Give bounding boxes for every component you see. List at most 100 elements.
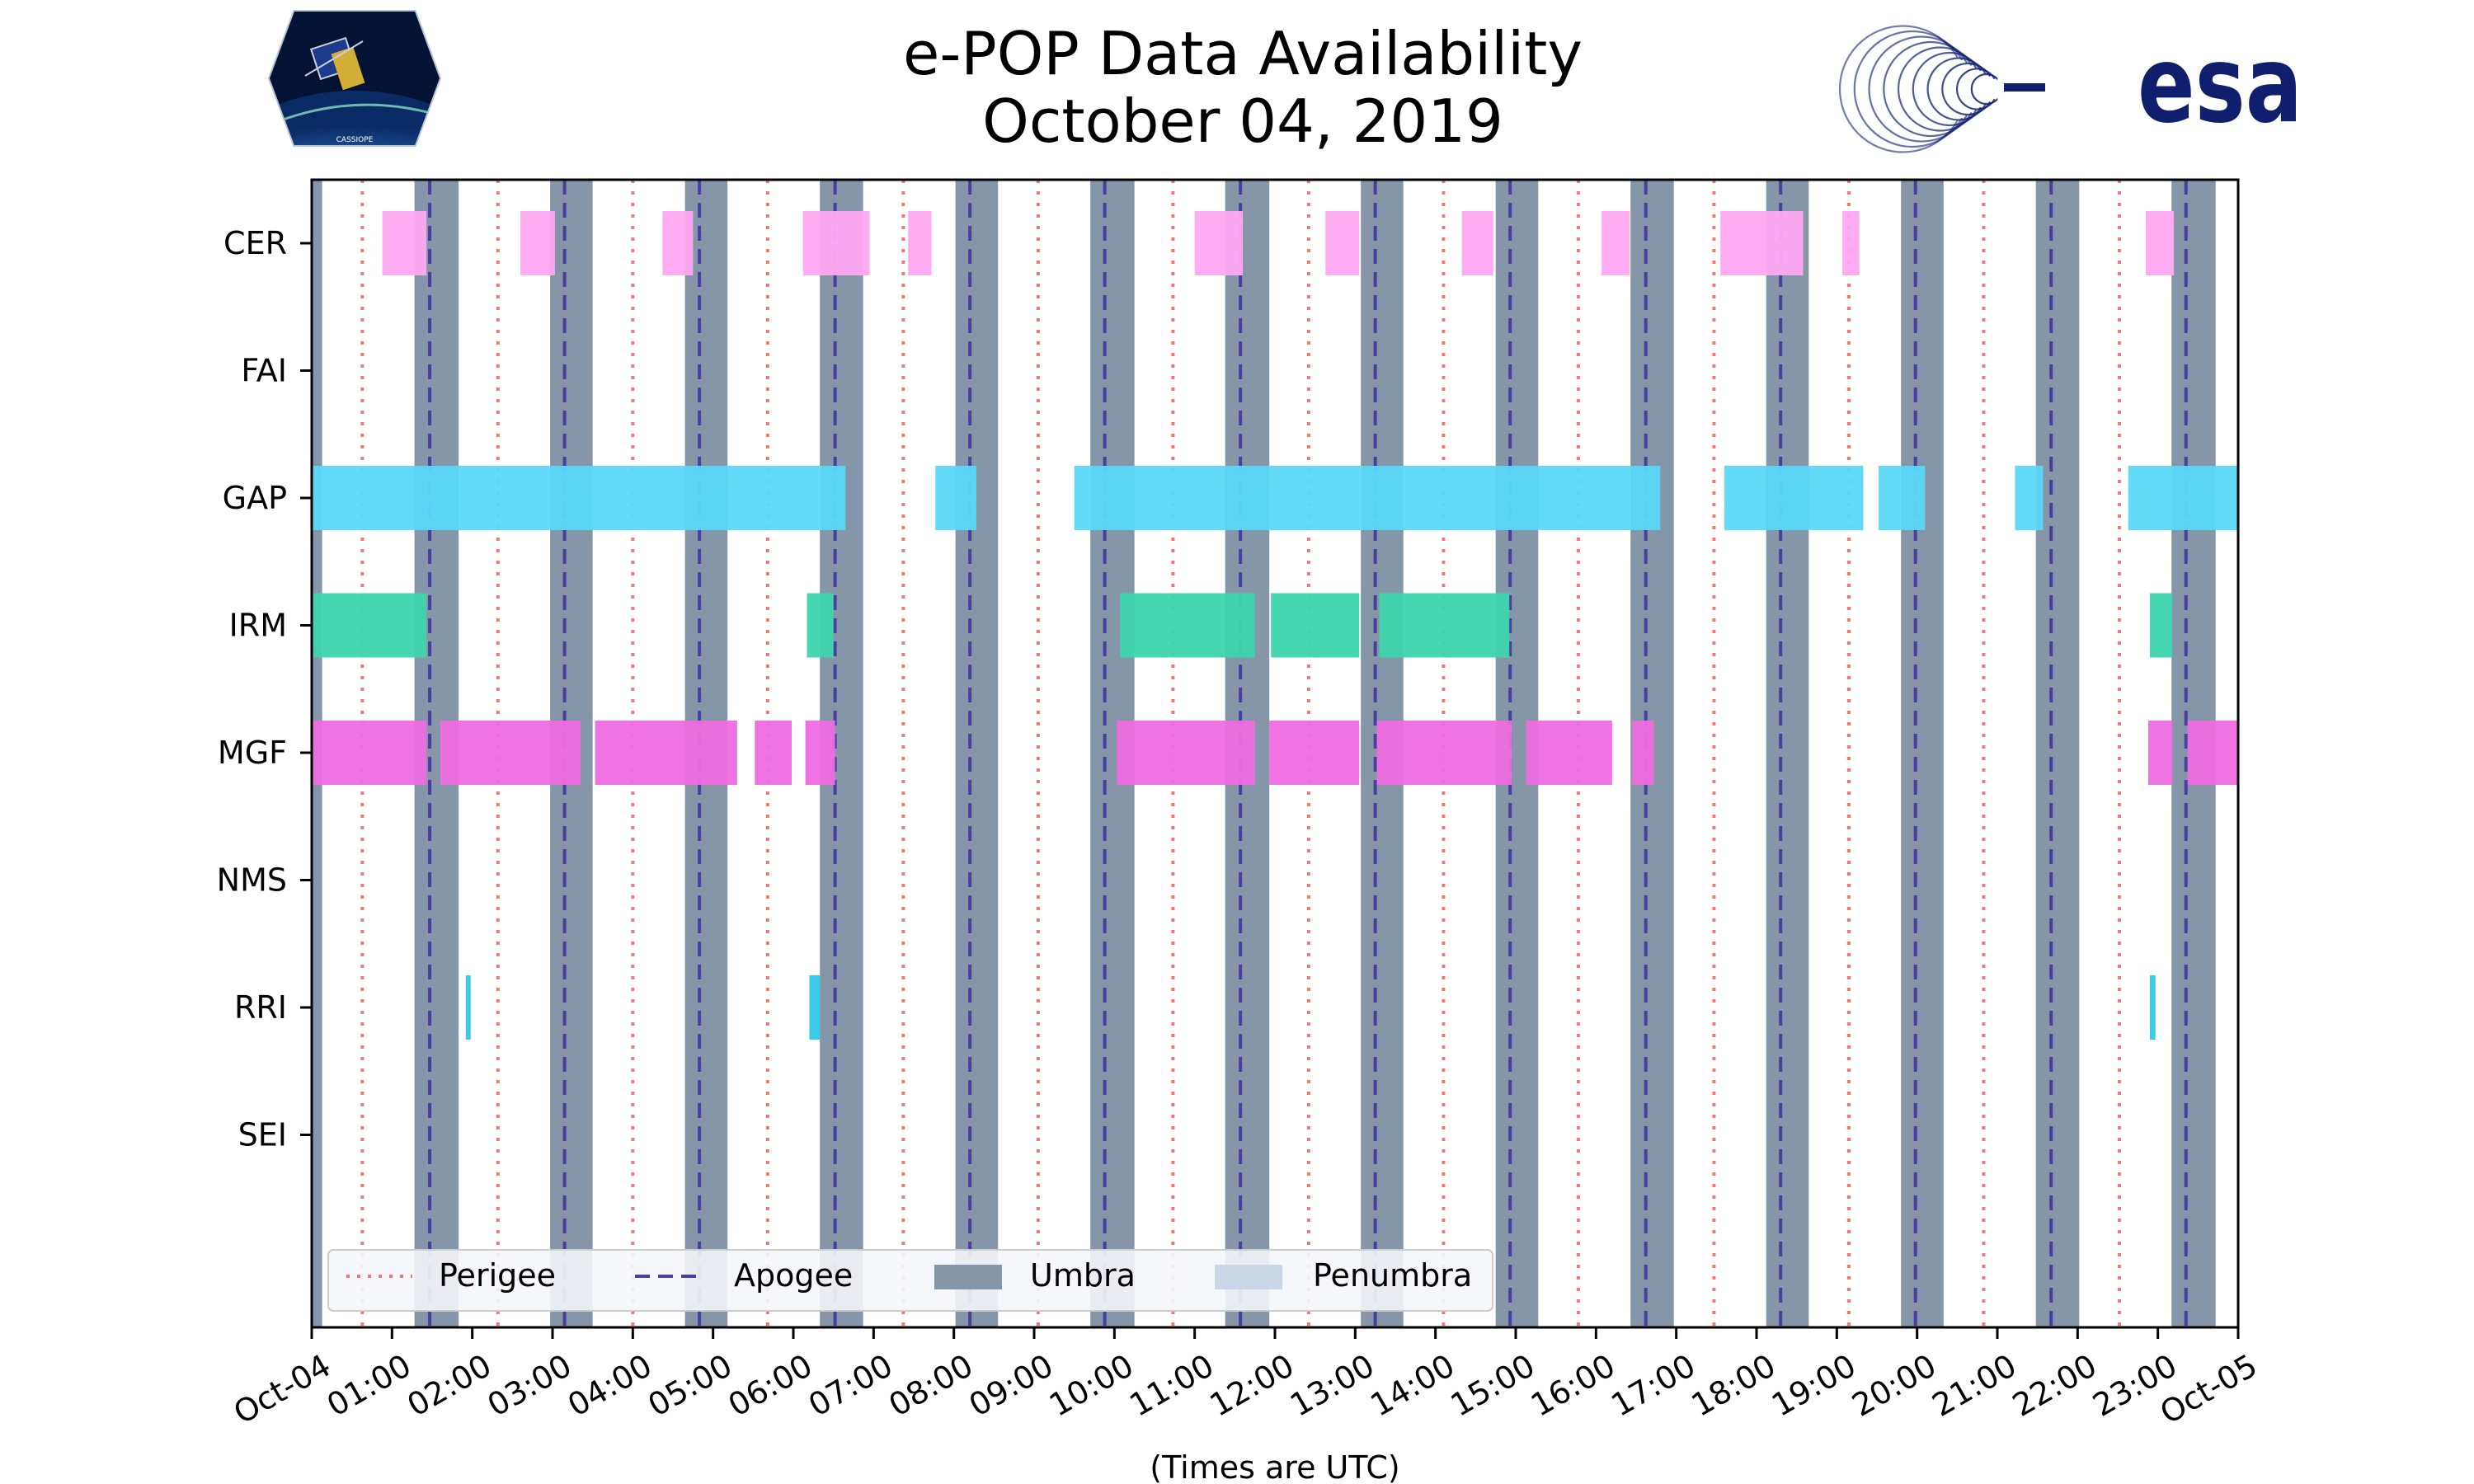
segment-gap-5: [1878, 466, 1926, 530]
esa-logo-text: esa: [2138, 24, 2302, 147]
segment-mgf-2: [440, 721, 581, 785]
segment-mgf-8: [1376, 721, 1512, 785]
segment-gap-4: [1724, 466, 1864, 530]
segment-mgf-9: [1526, 721, 1612, 785]
x-axis: Oct-0401:0002:0003:0004:0005:0006:0007:0…: [228, 1327, 2264, 1431]
segment-cer-5: [908, 211, 932, 275]
x-tick-label-18-00: 18:00: [1686, 1347, 1782, 1424]
x-tick-label-13-00: 13:00: [1284, 1347, 1380, 1424]
y-tick-label-sei: SEI: [238, 1117, 287, 1153]
x-tick-label-oct-04: Oct-04: [228, 1347, 337, 1431]
segment-cer-7: [1325, 211, 1360, 275]
legend-umbra-label: Umbra: [1030, 1257, 1136, 1294]
legend-apogee-label: Apogee: [734, 1257, 853, 1294]
segment-cer-3: [662, 211, 694, 275]
x-tick-label-20-00: 20:00: [1846, 1347, 1942, 1424]
segment-cer-1: [382, 211, 427, 275]
legend-box: [327, 1249, 1493, 1312]
x-tick-label-16-00: 16:00: [1525, 1347, 1621, 1424]
umbra-bands: [312, 180, 2216, 1327]
segment-mgf-5: [805, 721, 835, 785]
y-axis: CER FAI GAP IRM MGF NMS RRI SEI: [217, 225, 312, 1153]
segment-gap-7: [2128, 466, 2238, 530]
x-tick-label-06-00: 06:00: [722, 1347, 819, 1424]
x-tick-label-07-00: 07:00: [802, 1347, 899, 1424]
segment-mgf-10: [1632, 721, 1654, 785]
legend-penumbra-swatch: [1215, 1265, 1282, 1289]
x-axis-label: (Times are UTC): [1150, 1449, 1399, 1484]
x-tick-label-09-00: 09:00: [963, 1347, 1060, 1424]
y-tick-label-fai: FAI: [241, 353, 287, 389]
chart-title-line-1: e-POP Data Availability: [903, 19, 1583, 88]
x-tick-label-14-00: 14:00: [1364, 1347, 1460, 1424]
segment-gap-3: [1074, 466, 1661, 530]
umbra-band-6: [955, 180, 999, 1327]
segment-rri-2: [809, 975, 821, 1040]
segment-mgf-3: [595, 721, 737, 785]
segment-cer-4: [802, 211, 870, 275]
y-tick-label-rri: RRI: [234, 989, 287, 1026]
x-tick-label-11-00: 11:00: [1123, 1347, 1220, 1424]
segment-irm-1: [312, 593, 427, 658]
segment-cer-2: [520, 211, 555, 275]
x-tick-label-22-00: 22:00: [2006, 1347, 2103, 1424]
x-tick-label-21-00: 21:00: [1926, 1347, 2023, 1424]
x-tick-label-12-00: 12:00: [1204, 1347, 1300, 1424]
legend-perigee-label: Perigee: [439, 1257, 556, 1294]
x-tick-label-03-00: 03:00: [482, 1347, 578, 1424]
x-tick-label-10-00: 10:00: [1043, 1347, 1140, 1424]
umbra-band-14: [2035, 180, 2080, 1327]
segment-cer-11: [1842, 211, 1860, 275]
apogee-lines: [428, 180, 2188, 1327]
segment-cer-9: [1602, 211, 1630, 275]
segment-irm-5: [1379, 593, 1510, 658]
legend-umbra-swatch: [934, 1265, 1002, 1289]
umbra-band-12: [1766, 180, 1809, 1327]
legend: Perigee Apogee Umbra Penumbra: [327, 1249, 1493, 1312]
y-tick-label-cer: CER: [223, 225, 287, 261]
esa-swoosh-arc-3: [1941, 62, 1992, 116]
segment-irm-4: [1271, 593, 1360, 658]
x-tick-label-19-00: 19:00: [1766, 1347, 1862, 1424]
segment-gap-2: [935, 466, 976, 530]
y-tick-label-nms: NMS: [217, 862, 287, 899]
segment-rri-3: [2149, 975, 2156, 1040]
segment-cer-6: [1194, 211, 1244, 275]
cassiope-logo-label: CASSIOPE: [336, 136, 374, 144]
esa-swoosh-arc-10: [1838, 25, 1959, 153]
esa-swoosh-icon: [1838, 25, 2052, 153]
segment-cer-12: [2146, 211, 2175, 275]
y-tick-label-irm: IRM: [229, 608, 287, 644]
segment-mgf-12: [2187, 721, 2238, 785]
segment-mgf-11: [2147, 721, 2173, 785]
y-tick-label-gap: GAP: [223, 480, 287, 516]
umbra-band-13: [1901, 180, 1944, 1327]
segment-rri-1: [465, 975, 471, 1040]
segment-cer-8: [1461, 211, 1493, 275]
segment-mgf-1: [312, 721, 427, 785]
data-segments: [312, 211, 2238, 1040]
x-tick-label-15-00: 15:00: [1445, 1347, 1541, 1424]
esa-swoosh-arc-8: [1868, 35, 1968, 143]
segment-mgf-6: [1117, 721, 1255, 785]
x-tick-label-01-00: 01:00: [321, 1347, 417, 1424]
x-tick-label-08-00: 08:00: [882, 1347, 979, 1424]
esa-swoosh-arc-7: [1883, 40, 1973, 138]
x-tick-label-04-00: 04:00: [562, 1347, 658, 1424]
esa-swoosh-arc-9: [1853, 30, 1964, 148]
segment-irm-6: [2149, 593, 2173, 658]
segment-irm-2: [807, 593, 834, 658]
segment-mgf-4: [755, 721, 793, 785]
chart-title-line-2: October 04, 2019: [982, 87, 1503, 156]
segment-gap-6: [2015, 466, 2044, 530]
segment-irm-3: [1120, 593, 1255, 658]
y-tick-label-mgf: MGF: [218, 735, 287, 771]
x-tick-label-17-00: 17:00: [1605, 1347, 1701, 1424]
segment-cer-10: [1720, 211, 1804, 275]
legend-penumbra-label: Penumbra: [1313, 1257, 1472, 1294]
esa-logo: esa: [1838, 24, 2302, 153]
x-tick-label-05-00: 05:00: [642, 1347, 738, 1424]
segment-gap-1: [312, 466, 846, 530]
segment-mgf-7: [1269, 721, 1360, 785]
